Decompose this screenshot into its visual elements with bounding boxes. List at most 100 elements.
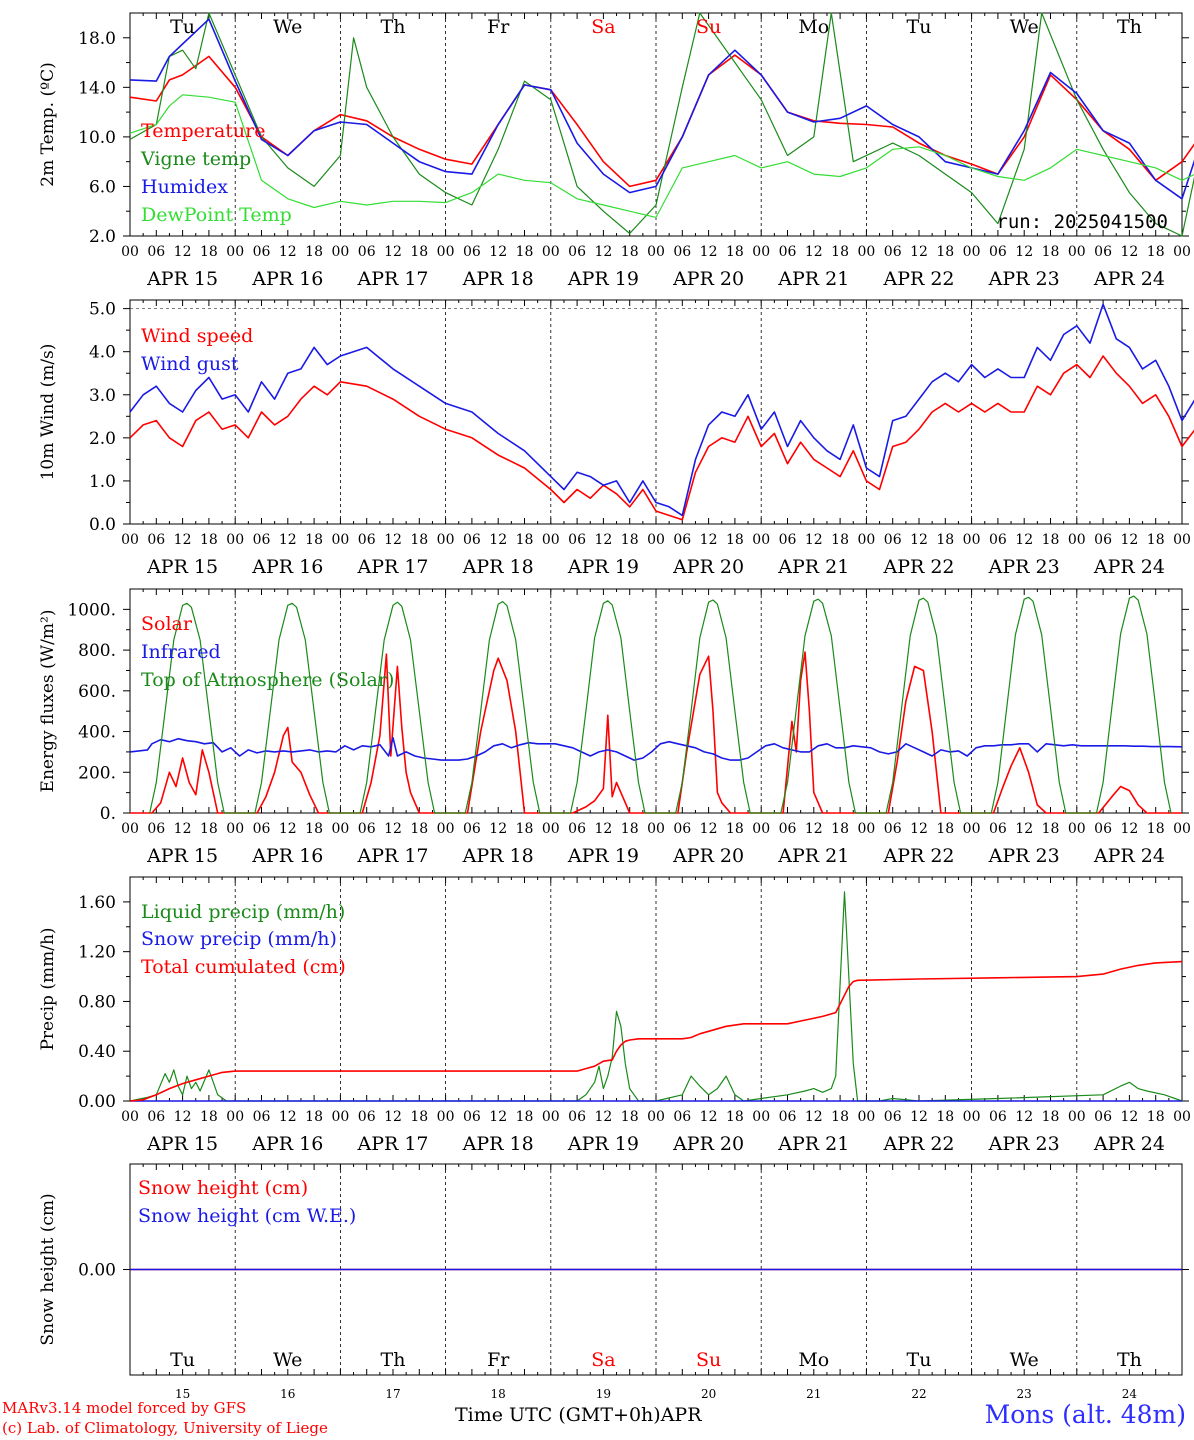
hour-tick-label: 12 [489, 821, 507, 837]
hour-tick-label: 18 [200, 532, 218, 548]
date-label: APR 23 [988, 1133, 1060, 1155]
date-label: APR 19 [567, 268, 639, 290]
series-line-temp-0 [129, 54, 1194, 188]
hour-tick-label: 18 [831, 532, 849, 548]
snow-weekday-label: Th [1117, 1349, 1142, 1371]
y-tick-label: 0.80 [78, 992, 116, 1012]
time-axis-label: Time UTC (GMT+0h)APR [455, 1404, 702, 1426]
hour-tick-label: 06 [884, 244, 902, 260]
hour-tick-label: 18 [936, 532, 954, 548]
hour-tick-label: 12 [174, 244, 192, 260]
hour-tick-label: 12 [910, 244, 928, 260]
hour-tick-label: 00 [226, 532, 244, 548]
hour-tick-label: 00 [542, 532, 560, 548]
hour-tick-label: 06 [989, 1109, 1007, 1125]
y-tick-label: 2.0 [89, 429, 116, 449]
hour-tick-label: 06 [253, 1109, 271, 1125]
hour-tick-label: 06 [779, 532, 797, 548]
hour-tick-label: 12 [805, 1109, 823, 1125]
hour-tick-label: 06 [1094, 244, 1112, 260]
hour-tick-label: 12 [1120, 532, 1138, 548]
hour-tick-label: 00 [963, 244, 981, 260]
hour-tick-label: 00 [542, 821, 560, 837]
hour-tick-label: 18 [410, 532, 428, 548]
legend-entry: Wind speed [141, 325, 253, 347]
series-line-precip-2 [129, 960, 1183, 1102]
date-label: APR 21 [777, 268, 849, 290]
hour-tick-label: 12 [594, 532, 612, 548]
hour-tick-label: 00 [963, 821, 981, 837]
hour-tick-label: 06 [884, 821, 902, 837]
hour-tick-label: 18 [1147, 244, 1165, 260]
hour-tick-label: 12 [1120, 1109, 1138, 1125]
hour-tick-label: 18 [200, 821, 218, 837]
chart-panel-temp: 2.0 6.0 10.0 14.0 18.0 2m Temp. (ºC) Temperatu… [38, 12, 1194, 290]
date-label: APR 22 [882, 845, 954, 867]
series-line-wind-1 [129, 303, 1194, 517]
snow-weekday-label: Su [696, 1349, 721, 1371]
day-number-label: 21 [806, 1387, 821, 1401]
date-label: APR 18 [462, 268, 534, 290]
hour-tick-label: 06 [673, 821, 691, 837]
hour-tick-label: 06 [463, 1109, 481, 1125]
date-label: APR 16 [251, 268, 323, 290]
legend-entry: Wind gust [141, 353, 239, 375]
hour-tick-label: 12 [805, 532, 823, 548]
hour-tick-label: 06 [253, 532, 271, 548]
date-label: APR 23 [988, 268, 1060, 290]
hour-tick-label: 00 [647, 532, 665, 548]
y-tick-label: 10.0 [78, 128, 116, 148]
legend-entry: Temperature [141, 120, 265, 142]
hour-tick-label: 06 [779, 244, 797, 260]
legend-entry: Solar [141, 613, 193, 635]
hour-tick-label: 18 [831, 821, 849, 837]
hour-tick-label: 00 [1068, 244, 1086, 260]
hour-tick-label: 00 [857, 821, 875, 837]
y-axis-label: Energy fluxes (W/m²) [38, 610, 58, 793]
hour-tick-label: 12 [700, 532, 718, 548]
date-label: APR 17 [356, 845, 428, 867]
hour-tick-label: 18 [516, 532, 534, 548]
day-number-label: 16 [280, 1387, 295, 1401]
hour-tick-label: 00 [121, 244, 139, 260]
date-label: APR 21 [777, 1133, 849, 1155]
y-tick-label: 1.60 [78, 893, 116, 913]
hour-tick-label: 18 [726, 821, 744, 837]
weekday-label: Tu [170, 16, 195, 38]
y-tick-label: 5.0 [89, 300, 116, 320]
hour-tick-label: 18 [516, 244, 534, 260]
date-label: APR 16 [251, 1133, 323, 1155]
hour-tick-label: 18 [726, 1109, 744, 1125]
y-tick-label: 14.0 [78, 78, 116, 98]
hour-tick-label: 00 [1068, 821, 1086, 837]
y-axis-label: 10m Wind (m/s) [38, 344, 58, 481]
snow-weekday-label: Tu [907, 1349, 932, 1371]
date-label: APR 20 [672, 1133, 744, 1155]
hour-tick-label: 18 [200, 1109, 218, 1125]
hour-tick-label: 00 [226, 244, 244, 260]
hour-tick-label: 00 [437, 244, 455, 260]
snow-weekday-label: Th [381, 1349, 406, 1371]
hour-tick-label: 18 [936, 1109, 954, 1125]
hour-tick-label: 00 [857, 244, 875, 260]
y-axis-label: Snow height (cm) [38, 1193, 58, 1345]
hour-tick-label: 18 [516, 821, 534, 837]
hour-tick-label: 00 [226, 1109, 244, 1125]
snow-weekday-label: Fr [487, 1349, 510, 1371]
date-label: APR 16 [251, 556, 323, 578]
hour-tick-label: 18 [726, 244, 744, 260]
hour-tick-label: 12 [910, 1109, 928, 1125]
y-tick-label: 1000. [67, 600, 116, 620]
chart-panel-wind: 0.0 1.0 2.0 3.0 4.0 5.0 10m Wind (m/s) Wind spe… [38, 299, 1194, 578]
hour-tick-label: 12 [1015, 532, 1033, 548]
hour-tick-label: 06 [568, 532, 586, 548]
date-label: APR 19 [567, 845, 639, 867]
hour-tick-label: 00 [331, 532, 349, 548]
snow-weekday-label: We [273, 1349, 302, 1371]
hour-tick-label: 18 [621, 1109, 639, 1125]
footer-credits: MARv3.14 model forced by GFS (c) Lab. of… [2, 1398, 328, 1438]
legend-entry: Total cumulated (cm) [141, 956, 346, 978]
hour-tick-label: 12 [384, 244, 402, 260]
hour-tick-label: 18 [1147, 532, 1165, 548]
date-label: APR 19 [567, 556, 639, 578]
